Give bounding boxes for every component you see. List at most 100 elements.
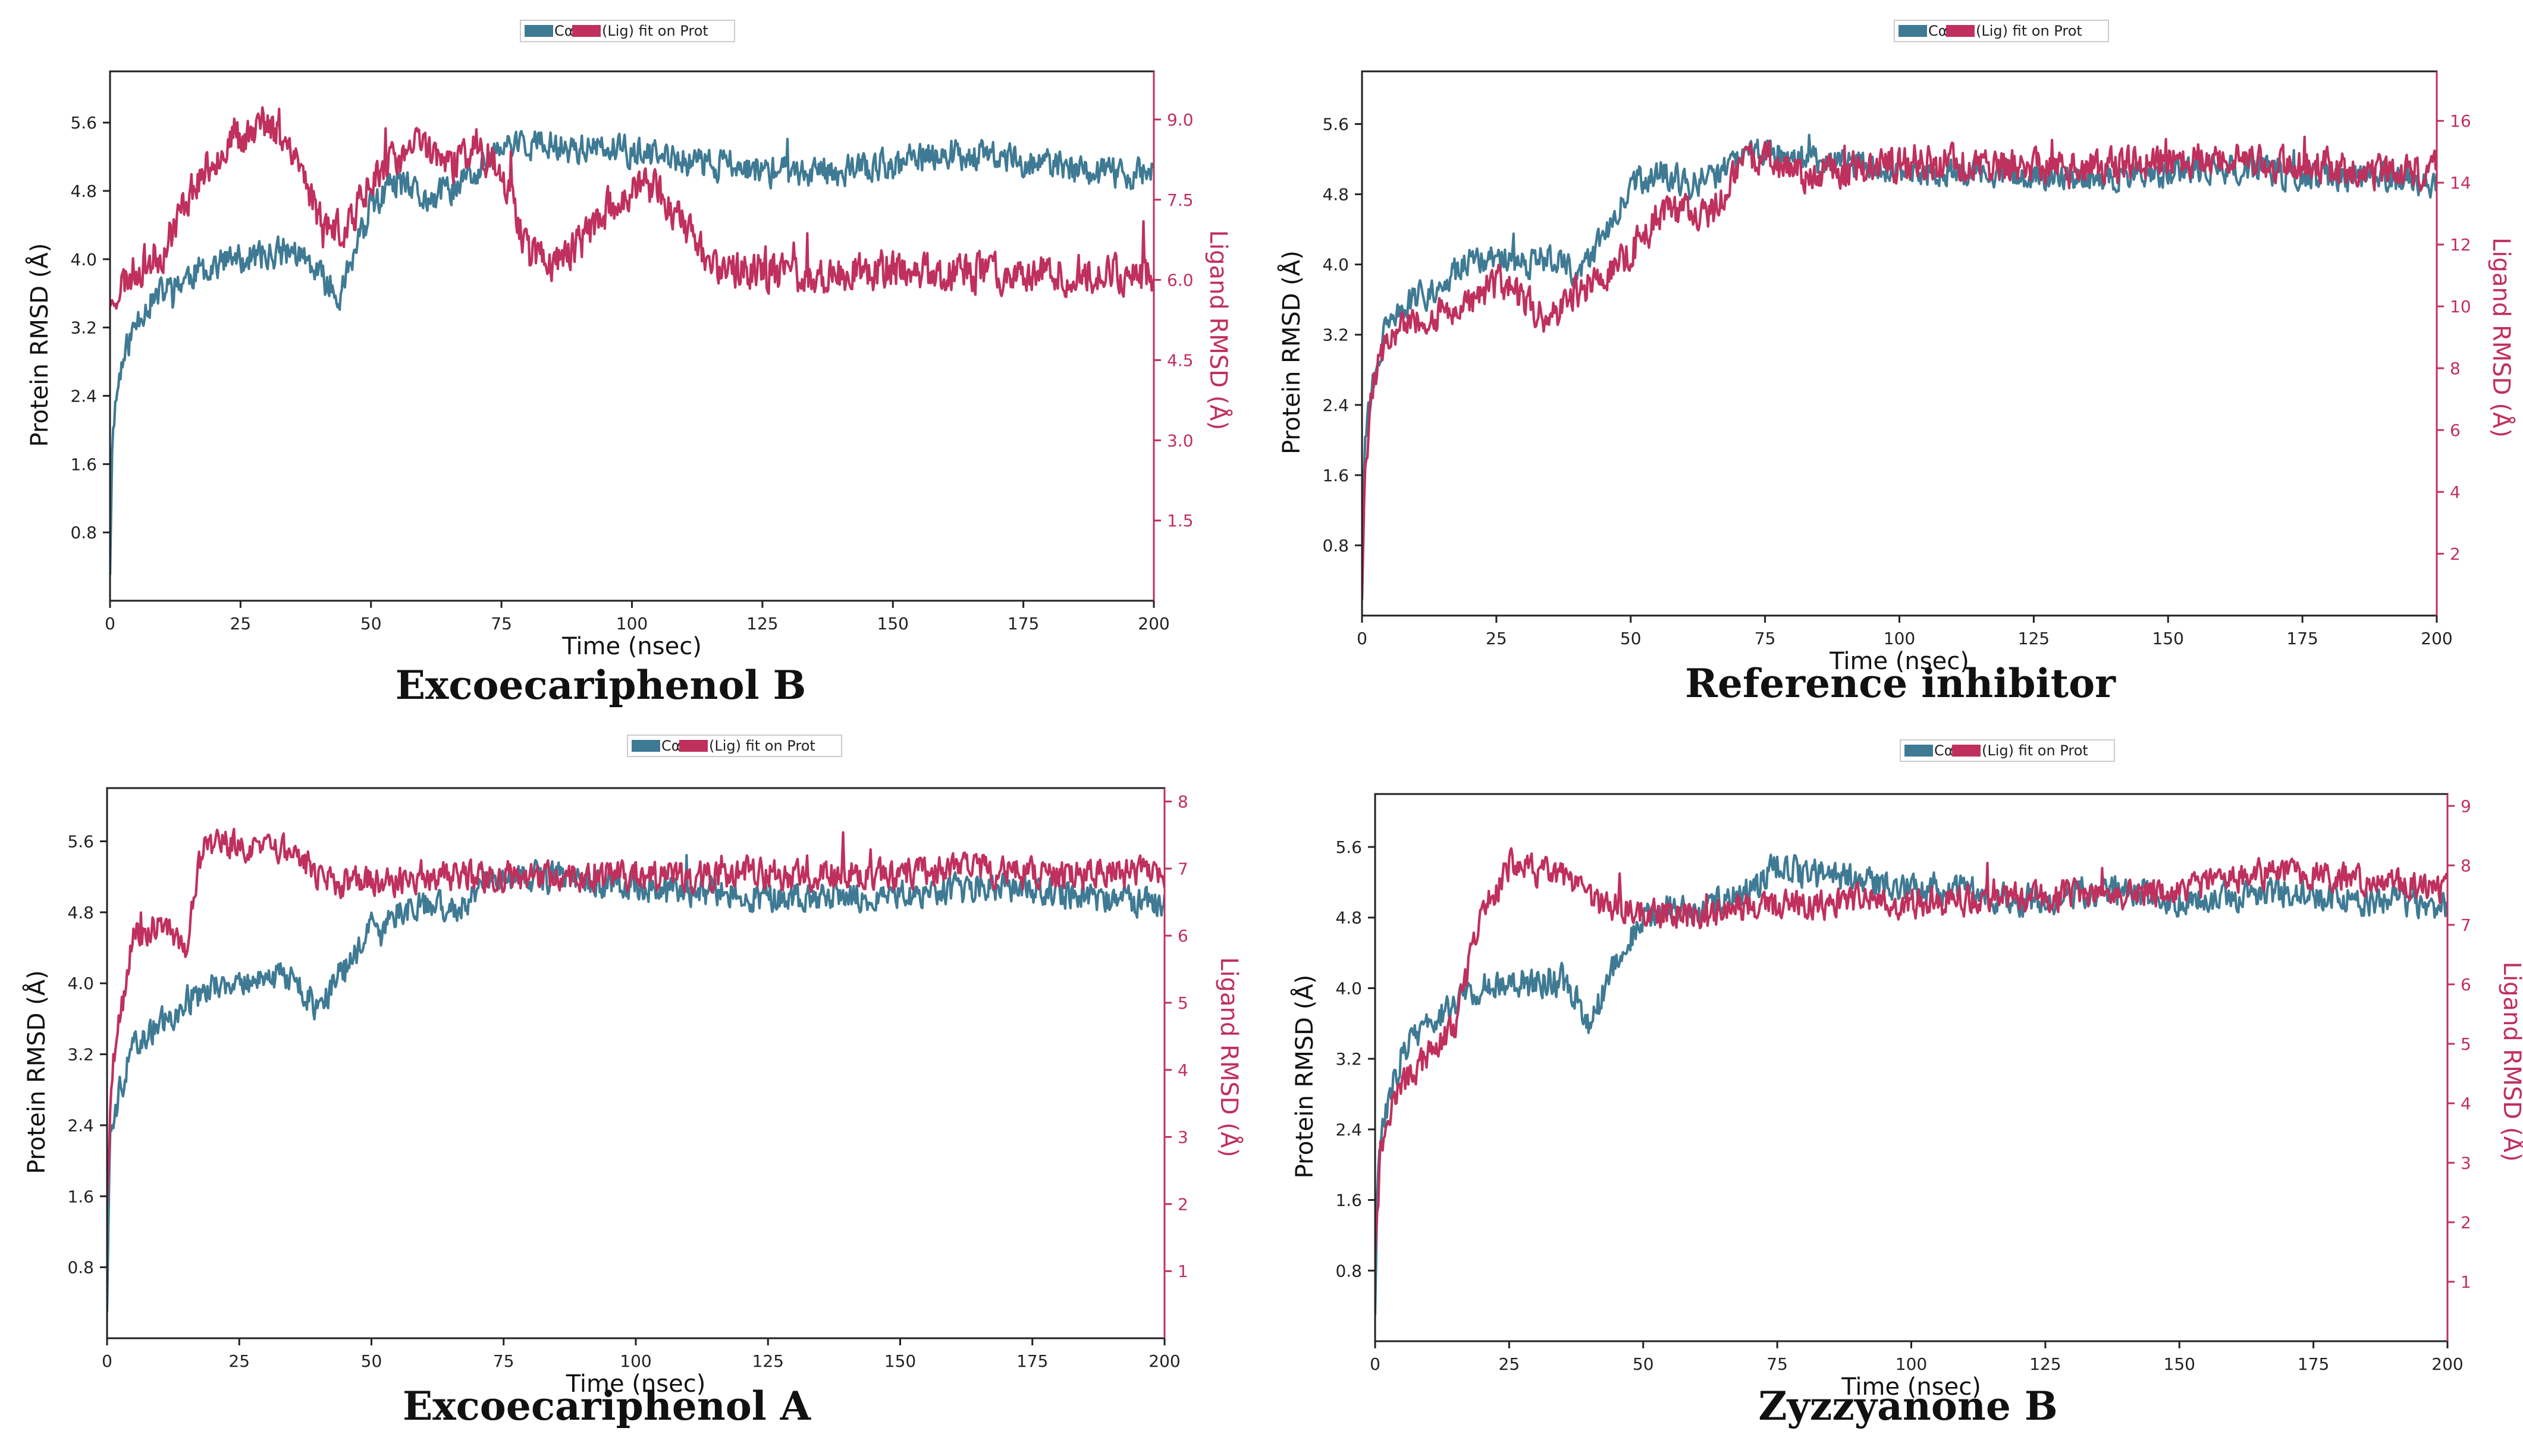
y-right-axis-label: Ligand RMSD (Å) xyxy=(1215,957,1244,1157)
panel-caption: Zyzzyanone B xyxy=(1758,1383,2057,1429)
y-left-axis-label: Protein RMSD (Å) xyxy=(1290,975,1319,1179)
legend-protein-swatch xyxy=(525,25,553,37)
x-tick-label: 125 xyxy=(752,1351,784,1371)
x-tick-label: 200 xyxy=(1138,614,1169,633)
legend: Cα (Lig) fit on Prot xyxy=(627,735,842,757)
protein-rmsd-line xyxy=(110,130,1154,575)
y-right-tick-label: 8 xyxy=(2461,856,2471,876)
legend-ligand-swatch xyxy=(572,25,601,37)
legend-ligand-label: (Lig) fit on Prot xyxy=(1982,742,2088,759)
x-tick-label: 125 xyxy=(2018,629,2050,648)
panel-caption: Excoecariphenol B xyxy=(396,662,807,708)
y-right-tick-label: 4 xyxy=(2461,1094,2471,1113)
y-left-tick-label: 1.6 xyxy=(70,454,97,474)
y-left-tick-label: 5.6 xyxy=(70,113,97,133)
y-right-tick-label: 7.5 xyxy=(1167,190,1194,210)
y-right-tick-label: 2 xyxy=(1178,1194,1188,1214)
y-right-tick-label: 6 xyxy=(1178,926,1188,946)
series-group xyxy=(1375,847,2447,1315)
x-tick-label: 100 xyxy=(616,614,648,633)
y-right-tick-label: 16 xyxy=(2450,111,2471,131)
y-left-tick-label: 2.4 xyxy=(1322,396,1349,415)
y-left-tick-label: 4.0 xyxy=(1335,978,1362,998)
y-left-tick-label: 5.6 xyxy=(1322,115,1349,134)
y-right-tick-label: 1.5 xyxy=(1167,511,1194,531)
y-left-tick-label: 3.2 xyxy=(1322,325,1349,345)
series-group xyxy=(1362,133,2437,601)
y-right-tick-label: 9.0 xyxy=(1167,110,1194,130)
x-axis-label: Time (nsec) xyxy=(566,1370,706,1398)
y-right-tick-label: 7 xyxy=(2461,915,2471,935)
legend-protein-label: Cα xyxy=(1934,742,1954,759)
legend-ligand-swatch xyxy=(1946,25,1975,37)
legend-protein-swatch xyxy=(1898,25,1927,37)
y-right-tick-label: 3.0 xyxy=(1167,431,1194,450)
legend-box xyxy=(1900,739,2115,762)
y-right-tick-label: 2 xyxy=(2461,1213,2471,1232)
y-right-tick-label: 8 xyxy=(1178,792,1188,812)
ligand-rmsd-line xyxy=(107,827,1165,1204)
y-right-tick-label: 2 xyxy=(2450,544,2461,564)
panel-caption: Excoecariphenol A xyxy=(403,1383,811,1429)
chart-panel-2: 0 25 50 75 100 125 150 175 200 0.8 1.6 2.4 3.2 4.0 4.8… xyxy=(1277,20,2516,707)
y-left-tick-label: 0.8 xyxy=(67,1258,94,1278)
ligand-rmsd-line xyxy=(1362,136,2437,601)
x-tick-label: 100 xyxy=(620,1351,651,1371)
x-tick-label: 150 xyxy=(2164,1354,2195,1374)
y-left-tick-label: 0.8 xyxy=(1322,536,1349,556)
x-tick-label: 75 xyxy=(1766,1354,1788,1374)
y-right-axis-label: Ligand RMSD (Å) xyxy=(2487,237,2516,438)
y-right-tick-label: 4 xyxy=(1178,1060,1188,1080)
legend-protein-label: Cα xyxy=(1928,23,1948,39)
y-left-tick-label: 4.8 xyxy=(70,181,97,201)
y-left-tick-label: 2.4 xyxy=(1335,1120,1362,1140)
x-tick-label: 50 xyxy=(361,1351,382,1371)
y-right-tick-label: 6.0 xyxy=(1167,271,1194,290)
y-left-tick-label: 4.8 xyxy=(1335,908,1362,928)
y-right-tick-label: 9 xyxy=(2461,796,2471,816)
x-tick-label: 50 xyxy=(1633,1354,1654,1374)
x-tick-label: 175 xyxy=(1016,1351,1048,1371)
x-axis-label: Time (nsec) xyxy=(1841,1373,1981,1401)
x-tick-label: 200 xyxy=(2431,1354,2463,1374)
legend-ligand-label: (Lig) fit on Prot xyxy=(1976,23,2082,39)
y-left-axis-label: Protein RMSD (Å) xyxy=(1277,250,1306,454)
ligand-rmsd-line xyxy=(1375,847,2447,1253)
x-tick-label: 125 xyxy=(2029,1354,2061,1374)
y-right-tick-label: 12 xyxy=(2450,235,2471,255)
y-left-tick-label: 4.0 xyxy=(70,250,97,269)
x-axis-label: Time (nsec) xyxy=(561,633,702,660)
legend-box xyxy=(520,20,735,42)
y-left-axis-label: Protein RMSD (Å) xyxy=(25,243,54,447)
series-group xyxy=(110,106,1154,575)
y-right-tick-label: 14 xyxy=(2450,173,2471,193)
y-right-tick-label: 3 xyxy=(2461,1153,2471,1173)
protein-rmsd-line xyxy=(107,853,1165,1312)
x-tick-label: 150 xyxy=(2152,629,2184,648)
y-right-axis-label: Ligand RMSD (Å) xyxy=(1204,230,1233,431)
x-tick-label: 175 xyxy=(2286,629,2318,648)
x-tick-label: 25 xyxy=(228,1351,250,1371)
y-left-tick-label: 5.6 xyxy=(1335,837,1362,857)
legend-box xyxy=(627,735,842,757)
y-left-tick-label: 2.4 xyxy=(67,1116,94,1135)
legend-ligand-label: (Lig) fit on Prot xyxy=(709,738,815,754)
legend-protein-swatch xyxy=(1904,745,1933,757)
y-right-tick-label: 7 xyxy=(1178,859,1188,878)
y-right-tick-label: 6 xyxy=(2461,975,2471,994)
y-left-tick-label: 1.6 xyxy=(1322,466,1349,485)
x-tick-label: 175 xyxy=(2298,1354,2329,1374)
x-tick-label: 25 xyxy=(1499,1354,1520,1374)
legend-protein-swatch xyxy=(632,740,660,752)
y-right-tick-label: 4.5 xyxy=(1167,350,1194,370)
x-tick-label: 50 xyxy=(360,614,382,633)
y-right-tick-label: 4 xyxy=(2450,482,2461,502)
x-tick-label: 150 xyxy=(877,614,909,633)
x-tick-label: 100 xyxy=(1896,1354,1927,1374)
legend-box xyxy=(1894,20,2109,42)
legend-ligand-label: (Lig) fit on Prot xyxy=(602,23,708,39)
legend-protein-label: Cα xyxy=(661,738,681,754)
y-right-tick-label: 1 xyxy=(1178,1262,1188,1281)
chart-panel-3: 0 25 50 75 100 125 150 175 2000.81.62.43.24.04.8… xyxy=(22,735,1244,1429)
y-left-tick-label: 4.0 xyxy=(1322,255,1349,275)
